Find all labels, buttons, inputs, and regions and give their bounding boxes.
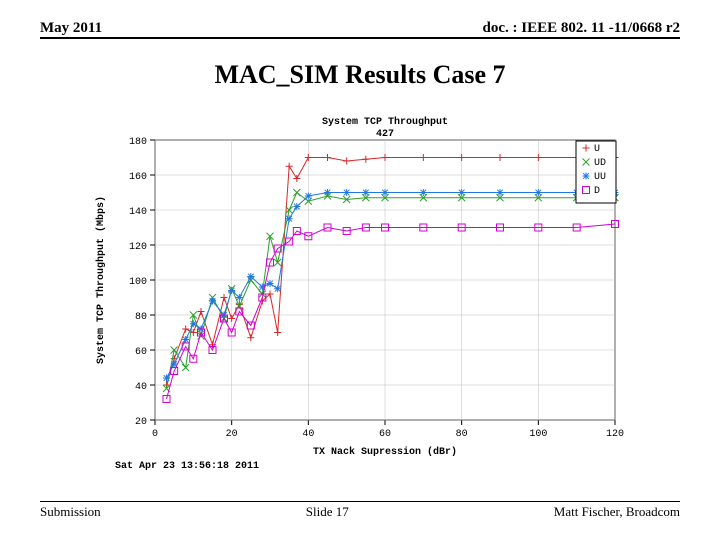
svg-text:60: 60 (135, 347, 147, 358)
svg-text:UU: UU (594, 172, 606, 183)
svg-text:40: 40 (302, 429, 314, 440)
svg-text:180: 180 (129, 137, 147, 148)
svg-text:40: 40 (135, 382, 147, 393)
chart-container: 0 20 40 60 80 100 120 20 40 60 80 100 120 140 160 180 Sy… (85, 110, 645, 470)
header-doc-id: doc. : IEEE 802. 11 -11/0668 r2 (482, 20, 680, 37)
svg-text:100: 100 (129, 277, 147, 288)
svg-text:0: 0 (152, 429, 158, 440)
svg-text:120: 120 (129, 242, 147, 253)
footer-right: Matt Fischer, Broadcom (554, 504, 680, 520)
svg-text:160: 160 (129, 172, 147, 183)
svg-text:140: 140 (129, 207, 147, 218)
footer-center: Slide 17 (306, 504, 349, 520)
svg-text:System TCP Throughput (Mbps): System TCP Throughput (Mbps) (95, 196, 107, 364)
svg-text:80: 80 (456, 429, 468, 440)
svg-text:U: U (594, 144, 600, 155)
svg-text:120: 120 (606, 429, 624, 440)
header-date: May 2011 (40, 20, 102, 37)
svg-text:100: 100 (529, 429, 547, 440)
svg-text:80: 80 (135, 312, 147, 323)
page-header: May 2011 doc. : IEEE 802. 11 -11/0668 r2 (40, 20, 680, 39)
footer-left: Submission (40, 504, 101, 520)
slide-page: May 2011 doc. : IEEE 802. 11 -11/0668 r2… (0, 0, 720, 540)
chart-legend: UUDUUD (576, 141, 616, 203)
svg-text:TX Nack Supression (dBr): TX Nack Supression (dBr) (313, 446, 457, 458)
svg-text:20: 20 (226, 429, 238, 440)
slide-title: MAC_SIM Results Case 7 (0, 60, 720, 90)
line-chart: 0 20 40 60 80 100 120 20 40 60 80 100 120 140 160 180 Sy… (85, 110, 645, 470)
svg-text:Sat Apr 23 13:56:18 2011: Sat Apr 23 13:56:18 2011 (115, 461, 259, 470)
svg-text:427: 427 (376, 129, 394, 140)
svg-text:20: 20 (135, 417, 147, 428)
svg-text:UD: UD (594, 158, 606, 169)
svg-text:D: D (594, 186, 600, 197)
page-footer: Submission Slide 17 Matt Fischer, Broadc… (40, 501, 680, 520)
svg-text:System TCP Throughput: System TCP Throughput (322, 116, 448, 128)
svg-text:60: 60 (379, 429, 391, 440)
